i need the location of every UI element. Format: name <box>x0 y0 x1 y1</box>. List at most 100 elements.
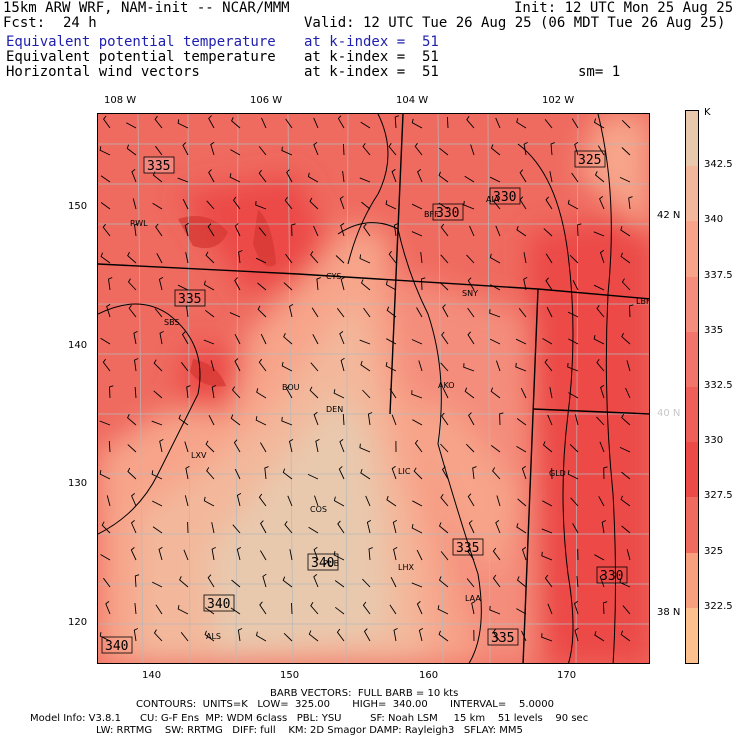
wind-barb <box>134 603 137 615</box>
wind-barb <box>467 307 475 318</box>
wind-barb <box>127 467 137 480</box>
wind-barb <box>286 169 293 183</box>
map-panel: RWL BFF AIA CYS SNY LBF SBS BOU DEN AKO … <box>97 113 650 664</box>
wind-barb <box>313 142 319 156</box>
svg-text:335: 335 <box>178 292 201 307</box>
wind-barb <box>281 361 293 372</box>
wind-barb <box>229 312 241 318</box>
wind-barb <box>105 601 111 615</box>
wind-barb <box>230 607 241 615</box>
wind-barb <box>521 546 527 561</box>
wind-barb <box>360 279 371 291</box>
wind-barb <box>151 581 163 588</box>
y-tick-130: 130 <box>68 478 88 489</box>
wind-barb <box>99 146 111 156</box>
wind-barb <box>440 254 449 264</box>
wind-barb <box>576 576 579 588</box>
wind-barb <box>549 171 553 183</box>
colorbar-segment <box>686 552 698 608</box>
x-tick-170: 170 <box>557 670 577 681</box>
wind-barb <box>542 441 553 453</box>
wind-barb <box>342 171 345 183</box>
wind-barb <box>520 387 527 399</box>
wind-barb <box>516 418 527 426</box>
wind-barb <box>335 255 345 264</box>
wind-barb <box>151 420 163 426</box>
wind-barb <box>289 549 293 561</box>
wind-barb <box>233 439 241 453</box>
wind-barb <box>158 277 164 291</box>
wind-barb <box>237 628 243 642</box>
wind-barb <box>572 279 579 291</box>
wind-barb <box>359 177 371 183</box>
wind-barb <box>362 142 371 156</box>
city-ako: AKO <box>438 381 455 390</box>
wind-barb <box>621 525 631 534</box>
svg-text:335: 335 <box>456 541 479 556</box>
county-boundaries <box>98 114 649 663</box>
wind-barb <box>127 278 137 291</box>
wind-barb <box>416 601 423 615</box>
wind-barb <box>621 413 631 426</box>
wind-barb <box>177 177 189 183</box>
wind-barb <box>100 175 111 183</box>
wind-barb <box>363 628 371 642</box>
wind-barb <box>153 390 163 399</box>
wind-barb <box>229 173 241 183</box>
wind-barb <box>339 439 345 453</box>
city-lic: LIC <box>398 467 411 476</box>
wind-barb <box>203 496 215 507</box>
wind-barb <box>283 632 293 642</box>
wind-barb <box>438 522 449 534</box>
wind-barb <box>185 465 190 480</box>
wind-barb <box>102 223 111 237</box>
wind-barb <box>541 633 553 642</box>
wind-barb <box>259 601 267 615</box>
wind-barb <box>416 307 423 318</box>
wind-barb <box>629 304 634 318</box>
wind-barb <box>523 141 528 156</box>
wind-barb <box>620 630 631 642</box>
wind-barb <box>411 203 423 210</box>
wind-barb <box>339 331 345 345</box>
wind-barb <box>470 144 475 156</box>
colorbar <box>685 110 699 664</box>
wind-barb <box>621 119 631 129</box>
wind-barb <box>127 444 137 453</box>
wind-barb <box>234 333 241 345</box>
wind-barb <box>134 386 137 399</box>
wind-barb <box>207 574 215 588</box>
wind-barb <box>572 523 579 534</box>
wind-barb <box>109 385 114 399</box>
wind-barb <box>101 521 111 534</box>
wind-barb <box>594 171 605 183</box>
wind-barb <box>516 608 527 615</box>
wind-barb <box>336 628 345 642</box>
wind-barb <box>490 284 501 291</box>
wind-barb <box>288 304 294 318</box>
wind-barb <box>394 115 400 129</box>
wind-barb <box>619 578 631 588</box>
wind-barb <box>336 308 345 318</box>
wind-barb <box>230 414 241 426</box>
wind-barb <box>495 360 501 372</box>
wind-barb <box>205 309 215 318</box>
contour-label: 335 <box>452 538 484 556</box>
wind-barb <box>337 520 345 534</box>
wind-barb <box>180 632 189 642</box>
wind-barb <box>285 118 293 129</box>
wind-barb <box>385 200 397 210</box>
wind-barb <box>417 169 423 183</box>
wind-barb <box>310 602 319 615</box>
wind-barb <box>154 115 163 129</box>
wind-barb <box>545 196 553 210</box>
wind-barb <box>180 362 189 372</box>
wind-barb <box>133 330 138 345</box>
city-cos: COS <box>310 505 327 514</box>
wind-barb <box>593 284 605 291</box>
forecast-hour: 24 h <box>63 15 97 31</box>
wind-barb <box>466 116 475 129</box>
wind-barb <box>210 141 215 156</box>
wind-barb <box>234 277 241 291</box>
contour-label: 330 <box>596 566 628 584</box>
